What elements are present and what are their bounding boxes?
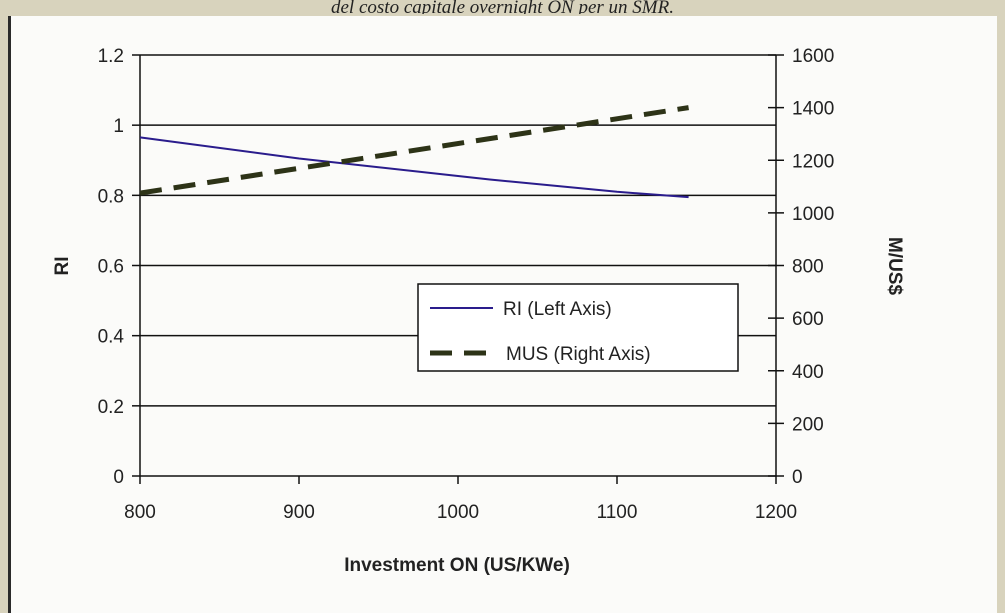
y-left-tick-label: 1 [113, 116, 124, 137]
y-right-axis-title: M/US$ [884, 237, 905, 296]
x-axis-title: Investment ON (US/KWe) [344, 555, 570, 576]
y-left-tick-label: 0 [113, 467, 124, 488]
y-left-tick-labels: 0 0.2 0.4 0.6 0.8 1 1.2 [98, 46, 125, 488]
series-line-ri [139, 136, 689, 199]
y-right-tick-label: 800 [792, 257, 824, 278]
y-left-tick-label: 0.2 [98, 397, 124, 418]
y-right-tick-labels: 0 200 400 600 800 1000 1200 1400 1600 [792, 46, 834, 488]
y-right-tick-label: 600 [792, 309, 824, 330]
x-tick-labels: 800 900 1000 1100 1200 [124, 502, 797, 523]
y-right-tick-label: 0 [792, 467, 803, 488]
x-tick-label: 1200 [755, 502, 797, 523]
y-left-tick-label: 0.4 [98, 327, 125, 348]
y-right-tick-label: 1600 [792, 46, 834, 67]
y-right-tick-label: 1000 [792, 204, 834, 225]
x-tick-label: 900 [283, 502, 315, 523]
x-tick-label: 1100 [597, 502, 638, 523]
series-lines [139, 105, 689, 199]
figure-caption: del costo capitale overnight ON per un S… [0, 0, 1005, 14]
y-right-tick-label: 200 [792, 414, 824, 435]
legend-label-ri: RI (Left Axis) [503, 299, 612, 320]
y-right-tick-label: 1400 [792, 99, 834, 120]
y-right-tick-label: 1200 [792, 151, 834, 172]
y-left-tick-label: 0.6 [98, 257, 124, 278]
y-left-tick-label: 0.8 [98, 186, 124, 207]
legend-label-mus: MUS (Right Axis) [506, 344, 651, 365]
axes [132, 54, 784, 484]
series-line-mus [139, 105, 689, 196]
x-tick-label: 1000 [437, 502, 479, 523]
caption-text: del costo capitale overnight ON per un S… [331, 0, 674, 14]
y-right-tick-label: 400 [792, 362, 824, 383]
legend-box [417, 283, 739, 372]
y-left-tick-label: 1.2 [98, 46, 124, 67]
legend: RI (Left Axis) MUS (Right Axis) [417, 283, 739, 372]
y-left-axis-title: RI [52, 257, 73, 276]
x-tick-label: 800 [124, 502, 156, 523]
